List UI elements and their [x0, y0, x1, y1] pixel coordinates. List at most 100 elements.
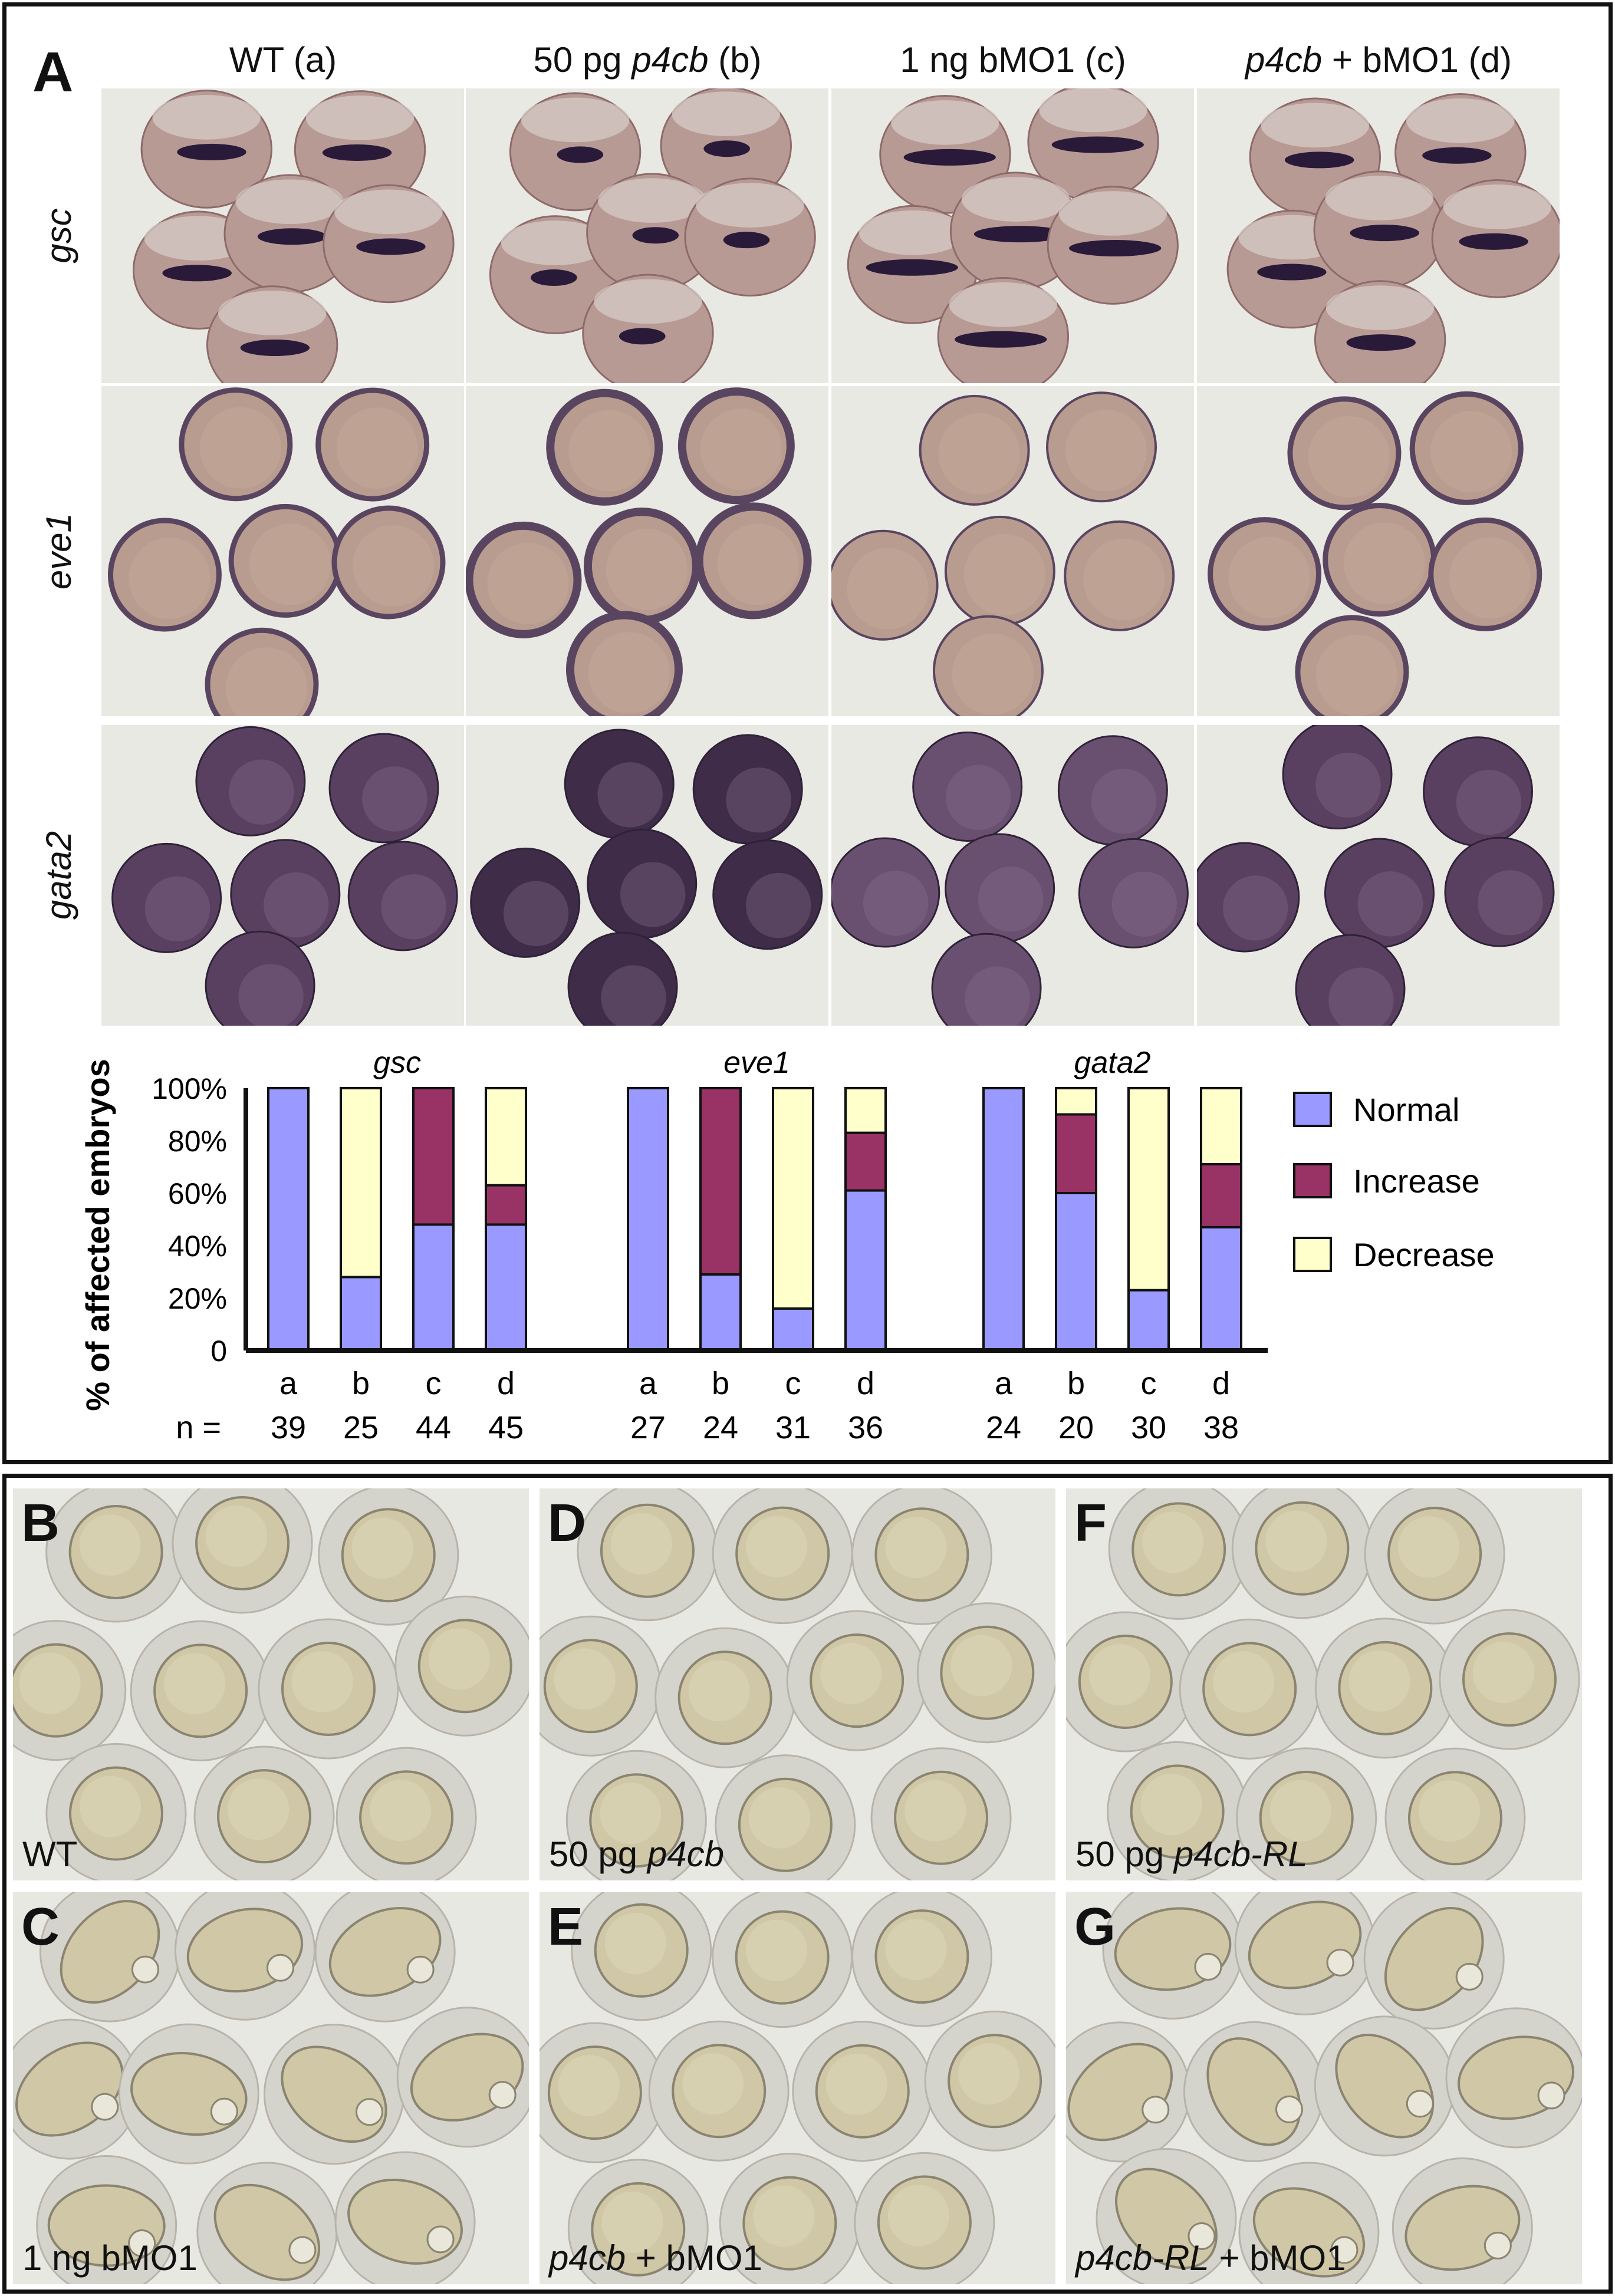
x-tick-label: d	[1212, 1366, 1230, 1401]
embryo	[851, 1488, 992, 1625]
n-value: 25	[343, 1410, 379, 1445]
embryo	[695, 502, 812, 620]
embryo	[318, 1488, 459, 1626]
embryo	[1313, 170, 1445, 289]
embryo	[1234, 1892, 1376, 2015]
embryo	[172, 1488, 313, 1614]
embryo	[1314, 1618, 1456, 1759]
embryo	[331, 505, 446, 620]
live-embryo-panel-D: D 50 pg p4cb	[540, 1488, 1055, 1880]
y-axis-label: % of affected embryos	[79, 1059, 116, 1411]
column-header-text: WT (a)	[229, 40, 337, 80]
embryo	[1066, 1611, 1196, 1753]
embryo	[223, 174, 356, 294]
x-tick-label: b	[712, 1366, 729, 1401]
ish-image-eve1-c	[831, 386, 1194, 716]
panel-caption-text: 50 pg p4cb-RL	[1075, 1834, 1308, 1874]
n-prefix: n =	[176, 1410, 221, 1445]
embryo	[912, 731, 1023, 842]
embryo	[140, 90, 272, 209]
embryo	[944, 515, 1055, 627]
embryo	[1384, 1747, 1526, 1880]
n-value: 38	[1203, 1410, 1239, 1445]
embryo	[937, 276, 1069, 383]
embryo	[870, 1747, 1012, 1880]
embryo	[36, 2155, 177, 2284]
n-value: 44	[416, 1410, 451, 1445]
embryo	[45, 1743, 187, 1880]
ish-image-gata2-c	[831, 725, 1194, 1026]
bar-segment-normal	[1200, 1226, 1242, 1352]
column-header-text: 50 pg p4cb (b)	[533, 40, 762, 80]
ish-image-gsc-c	[831, 88, 1194, 383]
embryo	[394, 1595, 529, 1737]
embryo	[1295, 934, 1406, 1026]
bar-segment-normal	[1127, 1289, 1170, 1352]
n-value: 39	[271, 1410, 306, 1445]
embryo	[1197, 842, 1300, 953]
embryo	[565, 611, 683, 716]
embryo	[258, 1618, 399, 1760]
ish-image-gsc-b	[466, 88, 828, 383]
panel-label-D: D	[548, 1494, 586, 1553]
embryo	[712, 1892, 853, 2028]
embryo	[1409, 391, 1524, 505]
embryo	[1445, 2007, 1582, 2149]
n-value: 24	[986, 1410, 1021, 1445]
embryo	[567, 2159, 709, 2284]
stacked-bar-chart: % of affected embryos 100% 80% 60% 40% 20% 0 gs…	[79, 1046, 1495, 1445]
embryo	[712, 839, 823, 950]
embryo	[315, 387, 430, 502]
row-label-eve1: eve1	[39, 512, 78, 590]
embryo	[546, 388, 663, 506]
bar-segment-increase	[485, 1184, 527, 1226]
embryo	[111, 842, 222, 953]
embryo	[13, 2018, 140, 2160]
embryo	[174, 1892, 315, 2021]
embryo	[1364, 1488, 1505, 1625]
embryo	[932, 615, 1044, 716]
panel-caption: p4cb + bMO1	[549, 2241, 762, 2276]
embryo	[567, 931, 678, 1026]
embryo	[916, 1602, 1055, 1744]
embryo	[1439, 1609, 1580, 1750]
x-tick-label: c	[785, 1366, 801, 1401]
embryo	[582, 274, 714, 383]
embryo	[1287, 396, 1402, 510]
embryo	[130, 1620, 271, 1761]
bar-segment-normal	[627, 1087, 669, 1352]
embryo	[540, 1615, 662, 1757]
x-tick-label: d	[497, 1366, 515, 1401]
embryo	[1108, 1488, 1249, 1620]
embryo	[1057, 735, 1168, 846]
n-value: 30	[1131, 1410, 1166, 1445]
panel-label-E: E	[548, 1898, 584, 1956]
embryo	[1323, 503, 1437, 617]
embryo	[919, 394, 1030, 506]
embryo	[1047, 186, 1179, 305]
n-value: 20	[1058, 1410, 1094, 1445]
embryo	[1363, 1892, 1505, 2030]
embryo	[45, 1488, 187, 1623]
embryo	[1428, 517, 1542, 631]
embryo	[571, 1892, 712, 2021]
panel-a-frame	[2, 2, 1613, 1464]
embryo	[13, 1620, 127, 1761]
embryo	[396, 2007, 529, 2148]
y-tick-label: 40%	[168, 1230, 227, 1263]
embryo	[924, 2010, 1055, 2152]
embryo	[587, 828, 698, 939]
embryo	[205, 930, 315, 1026]
embryo	[712, 1488, 853, 1625]
embryo	[1078, 838, 1189, 948]
embryo	[719, 2153, 860, 2284]
n-value: 27	[630, 1410, 666, 1445]
column-header: WT (a)	[100, 42, 466, 78]
x-tick-label: d	[857, 1366, 874, 1401]
bar-segment-decrease	[772, 1087, 814, 1310]
embryo	[206, 285, 338, 383]
embryo	[1208, 517, 1322, 631]
bar-segment-normal	[699, 1273, 742, 1352]
panel-caption: 1 ng bMO1	[22, 2241, 198, 2276]
